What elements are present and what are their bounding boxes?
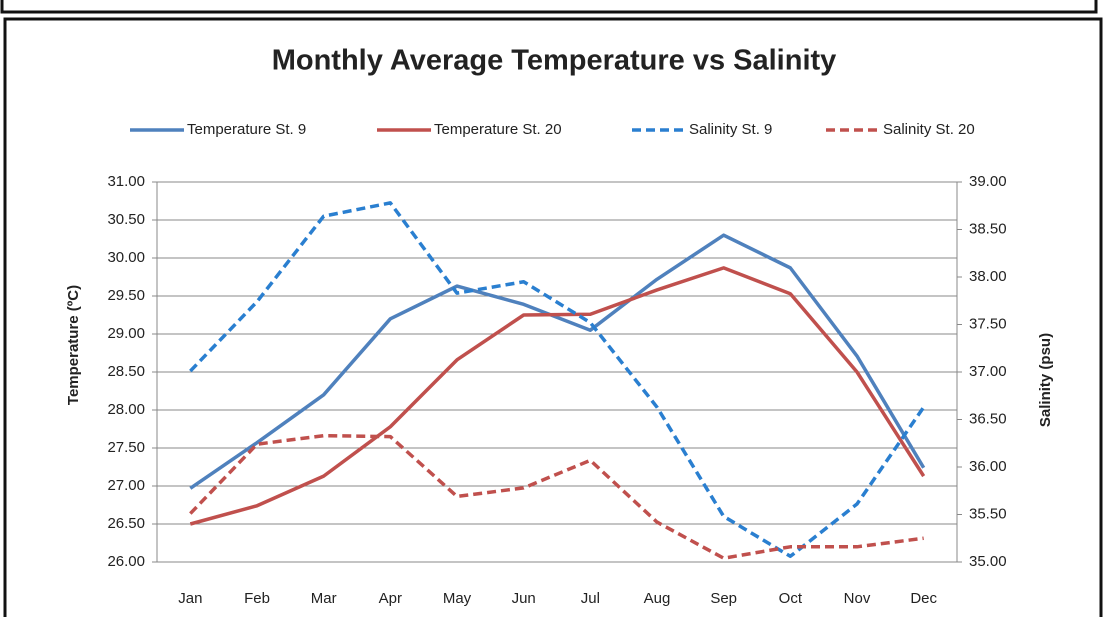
legend-label: Salinity St. 9 xyxy=(689,121,772,138)
x-tick-label: Apr xyxy=(379,590,402,607)
series-line xyxy=(189,266,926,526)
y-tick-label: 27.00 xyxy=(107,477,145,494)
y2-tick-label: 37.50 xyxy=(969,315,1007,332)
y-tick-label: 26.50 xyxy=(107,515,145,532)
chart-frame xyxy=(3,17,1103,617)
y-tick-label: 26.00 xyxy=(107,553,145,570)
x-tick-label: Nov xyxy=(844,590,871,607)
x-tick-label: Mar xyxy=(311,590,337,607)
legend-label: Temperature St. 9 xyxy=(187,121,306,138)
x-tick-label: Oct xyxy=(779,590,803,607)
x-tick-label: Aug xyxy=(644,590,671,607)
y-tick-label: 28.50 xyxy=(107,363,145,380)
series-line xyxy=(189,433,924,560)
x-tick-label: May xyxy=(443,590,472,607)
legend-label: Temperature St. 20 xyxy=(434,121,562,138)
series-line xyxy=(189,233,926,490)
y2-tick-label: 38.50 xyxy=(969,220,1007,237)
y2-axis-label: Salinity (psu) xyxy=(1037,333,1054,427)
x-tick-label: Feb xyxy=(244,590,270,607)
y2-tick-label: 39.00 xyxy=(969,173,1007,190)
y2-tick-label: 38.00 xyxy=(969,268,1007,285)
y-tick-label: 29.00 xyxy=(107,325,145,342)
y-tick-label: 29.50 xyxy=(107,287,145,304)
y2-tick-label: 36.50 xyxy=(969,410,1007,427)
y2-tick-label: 36.00 xyxy=(969,458,1007,475)
y2-tick-label: 35.00 xyxy=(969,553,1007,570)
y2-tick-label: 35.50 xyxy=(969,505,1007,522)
x-tick-label: Dec xyxy=(910,590,937,607)
y-axis-label: Temperature (ºC) xyxy=(65,285,82,405)
x-tick-label: Jul xyxy=(581,590,600,607)
y-tick-label: 27.50 xyxy=(107,439,145,456)
y-tick-label: 30.50 xyxy=(107,211,145,228)
y-tick-label: 28.00 xyxy=(107,401,145,418)
y2-tick-label: 37.00 xyxy=(969,363,1007,380)
x-tick-label: Jun xyxy=(512,590,536,607)
chart-title: Monthly Average Temperature vs Salinity xyxy=(272,45,837,77)
legend-label: Salinity St. 20 xyxy=(883,121,975,138)
x-tick-label: Sep xyxy=(710,590,737,607)
x-tick-label: Jan xyxy=(178,590,202,607)
y-tick-label: 31.00 xyxy=(107,173,145,190)
y-tick-label: 30.00 xyxy=(107,249,145,266)
top-panel xyxy=(0,0,1098,14)
